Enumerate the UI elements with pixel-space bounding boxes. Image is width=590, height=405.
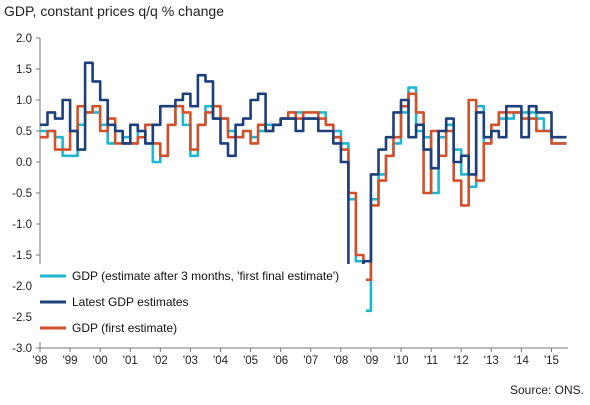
x-tick-label: '03 <box>183 355 198 367</box>
y-tick-label: -3.0 <box>12 343 32 355</box>
y-tick-label: -1.5 <box>12 250 32 262</box>
legend: GDP (estimate after 3 months, 'first fin… <box>36 264 366 342</box>
y-tick-label: -1.0 <box>12 219 32 231</box>
y-tick-label: 1.5 <box>16 64 32 76</box>
series-line-3 <box>40 92 567 282</box>
x-tick-label: '09 <box>363 355 378 367</box>
y-tick-label: -2.0 <box>12 281 32 293</box>
x-tick-label: '05 <box>243 355 258 367</box>
legend-label: GDP (first estimate) <box>72 321 177 335</box>
y-tick-label: 0.0 <box>16 157 32 169</box>
x-tick-label: '99 <box>63 355 78 367</box>
x-tick-label: '11 <box>424 355 438 367</box>
x-tick-label: '07 <box>303 355 318 367</box>
legend-label: GDP (estimate after 3 months, 'first fin… <box>72 269 339 283</box>
legend-box <box>36 264 366 342</box>
source-note: Source: ONS. <box>509 383 584 397</box>
x-tick-label: '98 <box>33 355 48 367</box>
series-line-2 <box>40 61 567 300</box>
x-tick-label: '08 <box>333 355 348 367</box>
x-tick-label: '00 <box>93 355 108 367</box>
x-tick-label: '13 <box>484 355 499 367</box>
legend-label: Latest GDP estimates <box>72 295 189 309</box>
x-tick-label: '01 <box>123 355 138 367</box>
axes: 2.01.51.00.50.0-0.5-1.0-1.5-2.0-2.5-3.0'… <box>12 33 568 367</box>
chart-title: GDP, constant prices q/q % change <box>4 3 224 19</box>
x-tick-label: '06 <box>273 355 288 367</box>
series-lines <box>40 61 567 313</box>
y-tick-label: 0.5 <box>16 126 32 138</box>
x-tick-label: '10 <box>394 355 409 367</box>
x-tick-label: '12 <box>454 355 469 367</box>
x-tick-label: '14 <box>514 355 530 367</box>
y-tick-label: 2.0 <box>16 33 32 45</box>
y-tick-label: 1.0 <box>16 95 32 107</box>
x-tick-label: '15 <box>544 355 559 367</box>
y-tick-label: -0.5 <box>12 188 32 200</box>
x-tick-label: '02 <box>153 355 168 367</box>
x-tick-label: '04 <box>213 355 229 367</box>
y-tick-label: -2.5 <box>12 312 32 324</box>
